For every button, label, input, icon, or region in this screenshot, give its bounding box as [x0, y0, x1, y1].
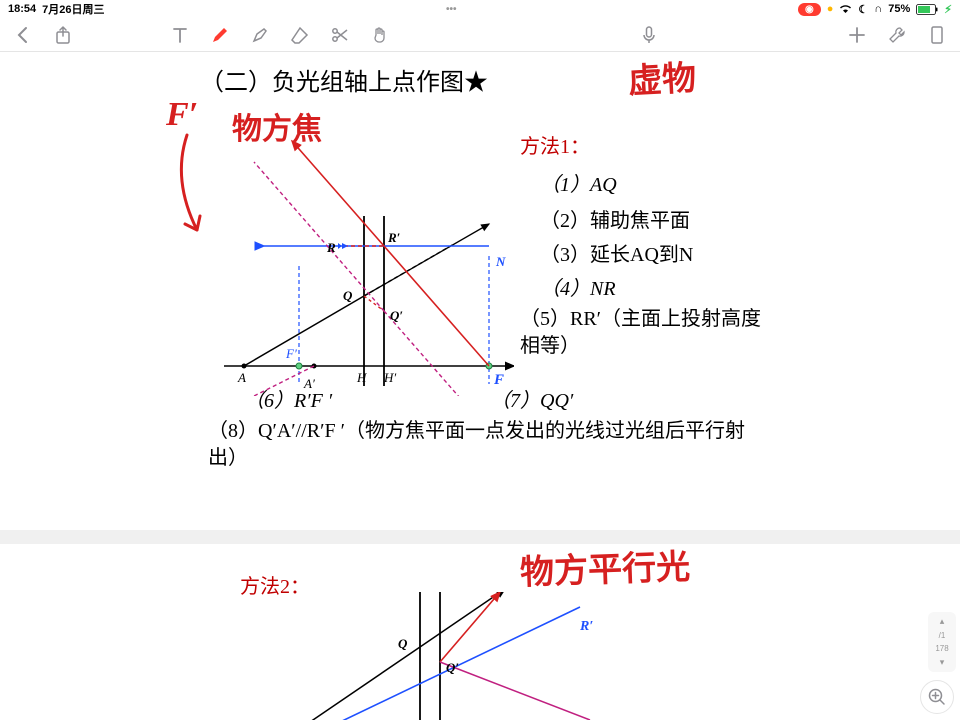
hand-tool-icon[interactable] — [369, 24, 391, 46]
svg-text:N: N — [495, 254, 506, 269]
svg-text:H: H — [356, 370, 367, 385]
page-navigator[interactable]: ▴ /1 178 ▾ — [928, 612, 956, 672]
step-1: （1）AQ — [540, 168, 617, 197]
wrench-button[interactable] — [886, 24, 908, 46]
pager-current: /1 — [939, 631, 946, 640]
wifi-icon: ● — [827, 3, 834, 15]
back-button[interactable] — [12, 24, 34, 46]
charging-bolt-icon: ⚡︎ — [944, 3, 952, 16]
step-8: （8）Q′A′//R′F ′（物方焦平面一点发出的光线过光组后平行射出） — [208, 418, 768, 472]
ipad-status-bar: 18:54 7月26日周三 ••• ◉ ● ☾ ∩ 75% ⚡︎ — [0, 0, 960, 18]
method1-label: 方法1： — [520, 130, 590, 159]
mic-button[interactable] — [638, 24, 660, 46]
svg-text:R: R — [326, 240, 336, 255]
toolbar-right — [846, 24, 948, 46]
svg-text:A′: A′ — [303, 376, 315, 391]
toolbar-center-tools — [169, 24, 391, 46]
screen-recording-pill[interactable]: ◉ — [798, 3, 821, 16]
status-date: 7月26日周三 — [42, 1, 104, 17]
svg-text:F′: F′ — [285, 346, 297, 361]
annotation-virtual-object: 虚物 — [627, 52, 697, 103]
toolbar-left — [12, 24, 74, 46]
step-3: （3）延长AQ到N — [540, 238, 693, 267]
svg-text:Q′: Q′ — [446, 660, 459, 675]
svg-text:H′: H′ — [383, 370, 396, 385]
page-separator — [0, 530, 960, 544]
toolbar-mic — [638, 24, 660, 46]
text-tool-icon[interactable] — [169, 24, 191, 46]
note-page[interactable]: （二）负光组轴上点作图★ 虚物 物方焦 F′ 方法1： （1）AQ （2）辅助焦… — [0, 52, 960, 720]
step-2: （2）辅助焦平面 — [540, 204, 690, 233]
svg-text:Q: Q — [343, 288, 353, 303]
optics-diagram-2: Q Q′ R′ — [280, 592, 610, 720]
add-button[interactable] — [846, 24, 868, 46]
pager-total: 178 — [935, 644, 948, 653]
svg-text:R′: R′ — [579, 619, 593, 634]
share-button[interactable] — [52, 24, 74, 46]
pager-down-icon[interactable]: ▾ — [940, 657, 945, 668]
status-right: ◉ ● ☾ ∩ 75% ⚡︎ — [798, 3, 952, 16]
status-left: 18:54 7月26日周三 — [8, 1, 105, 17]
moon-icon: ☾ — [858, 3, 868, 16]
highlighter-tool-icon[interactable] — [249, 24, 271, 46]
annotation-f-prime: F′ — [166, 96, 198, 134]
pen-tool-icon[interactable] — [209, 24, 231, 46]
svg-text:F: F — [493, 372, 504, 388]
svg-text:A: A — [237, 370, 246, 385]
app-toolbar — [0, 18, 960, 52]
zoom-button[interactable] — [920, 680, 954, 714]
svg-text:R′: R′ — [387, 230, 401, 245]
scissors-tool-icon[interactable] — [329, 24, 351, 46]
eraser-tool-icon[interactable] — [289, 24, 311, 46]
svg-text:Q′: Q′ — [390, 308, 403, 323]
step-4: （4）NR — [540, 272, 616, 301]
pager-up-icon[interactable]: ▴ — [940, 616, 945, 627]
section-title: （二）负光组轴上点作图★ — [200, 62, 488, 97]
svg-text:Q: Q — [398, 636, 408, 651]
battery-icon — [916, 4, 938, 15]
status-time: 18:54 — [8, 3, 36, 15]
step-5: （5）RR′（主面上投射高度相等） — [520, 306, 780, 360]
wifi-icon-svg — [839, 4, 852, 14]
optics-diagram-1: A A′ F′ H H′ F R R′ Q Q′ N — [224, 136, 514, 386]
annotation-parallel-light: 物方平行光 — [519, 539, 691, 594]
status-center-dots: ••• — [446, 4, 457, 15]
battery-pct: 75% — [888, 3, 910, 15]
headphones-icon: ∩ — [874, 3, 882, 15]
annotation-arrow — [162, 130, 222, 250]
pages-button[interactable] — [926, 24, 948, 46]
